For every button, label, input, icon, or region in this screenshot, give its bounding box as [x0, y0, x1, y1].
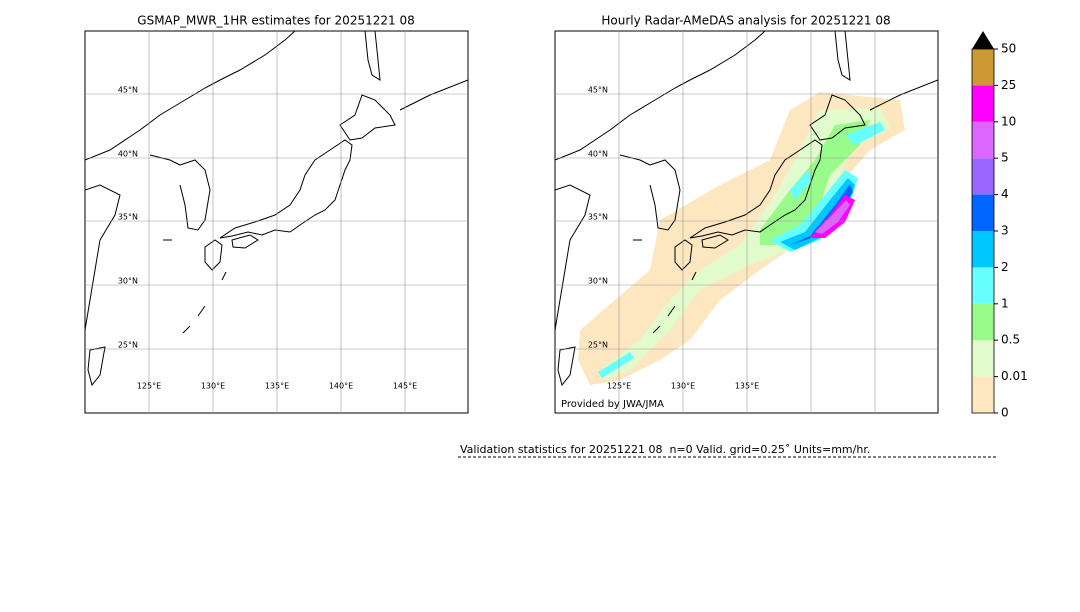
- colorbar-label: 0: [1001, 406, 1009, 420]
- colorbar-segment: [972, 121, 994, 159]
- map-title: GSMAP_MWR_1HR estimates for 20251221 08: [137, 14, 414, 28]
- colorbar-label: 3: [1001, 224, 1009, 238]
- lon-label: 125°E: [137, 382, 161, 391]
- colorbar-label: 4: [1001, 187, 1009, 201]
- colorbar-label: 5: [1001, 151, 1009, 165]
- colorbar-label: 25: [1001, 78, 1016, 92]
- colorbar-segment: [972, 340, 994, 377]
- map-frame: [554, 30, 939, 414]
- lat-label: 45°N: [588, 86, 608, 95]
- colorbar-segment: [972, 49, 994, 86]
- lat-label: 35°N: [588, 213, 608, 222]
- lon-label: 130°E: [201, 382, 225, 391]
- precipitation-overlay: [578, 92, 905, 385]
- colorbar-segment: [972, 194, 994, 231]
- colorbar-segment: [972, 231, 994, 268]
- colorbar-label: 2: [1001, 260, 1009, 274]
- validation-text: Validation statistics for 20251221 08 n=…: [460, 443, 870, 456]
- lon-label: 135°E: [265, 382, 289, 391]
- colorbar-extend: [972, 31, 994, 49]
- colorbar-label: 1: [1001, 296, 1009, 310]
- lat-label: 30°N: [588, 277, 608, 286]
- lon-label: 125°E: [607, 382, 631, 391]
- lat-label: 35°N: [118, 213, 138, 222]
- colorbar-label: 0.01: [1001, 369, 1028, 383]
- lat-label: 40°N: [588, 150, 608, 159]
- lat-label: 30°N: [118, 277, 138, 286]
- colorbar-label: 50: [1001, 42, 1016, 56]
- colorbar-label: 10: [1001, 114, 1016, 128]
- map-frame: [84, 30, 469, 414]
- lat-label: 25°N: [588, 341, 608, 350]
- lat-label: 40°N: [118, 150, 138, 159]
- colorbar-segment: [972, 85, 994, 122]
- lon-label: 135°E: [735, 382, 759, 391]
- colorbar-segment: [972, 158, 994, 195]
- lat-label: 25°N: [118, 341, 138, 350]
- lon-label: 130°E: [671, 382, 695, 391]
- coastlines-left: [85, 31, 468, 386]
- lat-label: 45°N: [118, 86, 138, 95]
- colorbar-segment: [972, 267, 994, 304]
- map-title: Hourly Radar-AMeDAS analysis for 2025122…: [601, 14, 890, 28]
- colorbar-segment: [972, 303, 994, 341]
- colorbar-label: 0.5: [1001, 333, 1020, 347]
- credit: Provided by JWA/JMA: [561, 399, 664, 410]
- lon-label: 140°E: [329, 382, 353, 391]
- lon-label: 145°E: [393, 382, 417, 391]
- colorbar-segment: [972, 376, 994, 413]
